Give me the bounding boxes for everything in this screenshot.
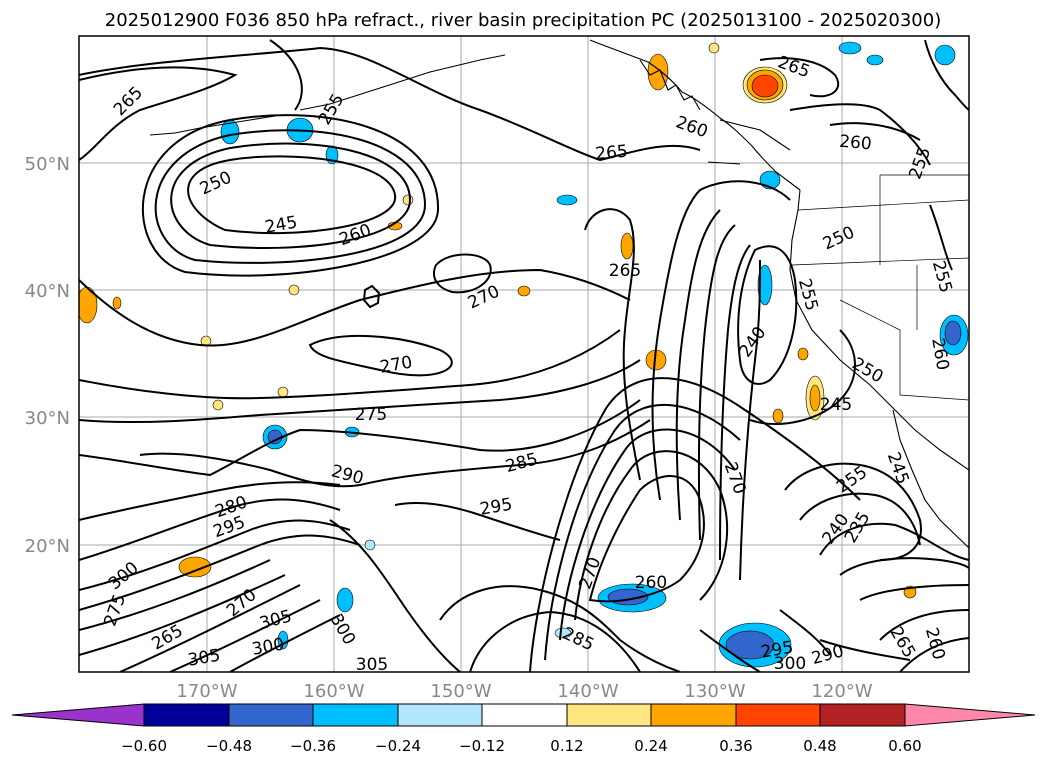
pc-blob <box>797 347 809 361</box>
lon-label: 140°W <box>557 681 618 702</box>
pc-blob <box>772 408 784 424</box>
lat-label: 30°N <box>25 408 70 429</box>
pc-blob <box>554 627 572 639</box>
lon-tick-labels: 170°W 160°W 150°W 140°W 130°W 120°W <box>176 681 872 702</box>
colorbar-tick-label: 0.12 <box>550 737 583 755</box>
pc-blob <box>620 232 634 260</box>
colorbar-cell <box>735 703 821 727</box>
precipitation-pc-shading <box>79 41 969 668</box>
pc-blob <box>112 296 122 310</box>
pc-blob <box>277 386 289 398</box>
pc-blob <box>757 264 773 306</box>
pc-blob <box>838 41 862 55</box>
colorbar-cell <box>143 703 230 727</box>
pc-blob <box>178 556 212 578</box>
contour-label: 265 <box>595 142 629 165</box>
colorbar-tick-label: −0.12 <box>459 737 505 755</box>
contour-label: 305 <box>356 655 388 675</box>
refractivity-contours <box>79 39 969 672</box>
colorbar-cell <box>481 703 568 727</box>
contour-label: 260 <box>838 132 872 155</box>
contour-label: 265 <box>609 261 641 281</box>
colorbar-tick-label: −0.48 <box>206 737 252 755</box>
lat-tick-labels: 50°N 40°N 30°N 20°N <box>25 154 70 557</box>
pc-blob <box>336 587 354 613</box>
colorbar-tick-label: −0.60 <box>121 737 167 755</box>
lat-label: 40°N <box>25 281 70 302</box>
pc-blob <box>556 194 578 206</box>
colorbar-tick-label: 0.48 <box>803 737 836 755</box>
colorbar-tick-label: 0.24 <box>634 737 667 755</box>
colorbar-tick-label: 0.60 <box>888 737 921 755</box>
lon-label: 120°W <box>811 681 872 702</box>
pc-blob <box>212 399 224 411</box>
pc-blob <box>288 284 300 296</box>
gridlines <box>79 36 969 672</box>
map-panel: 265 255 250 245 260 270 270 275 290 285 … <box>78 35 970 675</box>
lon-label: 170°W <box>176 681 237 702</box>
coastlines <box>149 39 969 549</box>
colorbar-cell <box>566 703 652 727</box>
lon-label: 130°W <box>684 681 745 702</box>
map-frame <box>78 35 970 673</box>
colorbar-tick-label: 0.36 <box>719 737 752 755</box>
colorbar-cell <box>650 703 737 727</box>
pc-blob <box>647 53 669 91</box>
contour-label: 260 <box>635 573 667 593</box>
contour-label: 245 <box>820 395 852 415</box>
pc-blob <box>934 44 956 66</box>
pc-blob <box>725 630 775 660</box>
state-boundaries <box>791 174 969 401</box>
colorbar-cell <box>819 703 906 727</box>
lon-label: 150°W <box>430 681 491 702</box>
colorbar-cell <box>228 703 314 727</box>
pc-blob <box>944 320 962 346</box>
colorbar-cell <box>397 703 483 727</box>
lat-label: 50°N <box>25 154 70 175</box>
contour-label: 275 <box>355 405 387 425</box>
colorbar-tick-label: −0.36 <box>290 737 336 755</box>
map-background <box>79 36 969 672</box>
pc-blob <box>402 194 414 206</box>
pc-blob <box>866 54 884 66</box>
contour-label: 300 <box>774 654 806 674</box>
pc-blob <box>809 384 821 412</box>
pc-blob <box>79 286 98 324</box>
lat-label: 20°N <box>25 536 70 557</box>
pc-blob <box>364 539 376 551</box>
colorbar: −0.60 −0.48 −0.36 −0.24 −0.12 0.12 0.24 … <box>11 703 1036 755</box>
pc-blob <box>708 42 720 54</box>
colorbar-extend-low <box>11 703 145 727</box>
colorbar-tick-label: −0.24 <box>375 737 421 755</box>
pc-blob <box>517 285 531 297</box>
lon-label: 160°W <box>303 681 364 702</box>
pc-blob <box>751 74 779 98</box>
colorbar-cell <box>312 703 399 727</box>
figure-title: 2025012900 F036 850 hPa refract., river … <box>105 10 941 31</box>
colorbar-extend-high <box>904 703 1036 727</box>
